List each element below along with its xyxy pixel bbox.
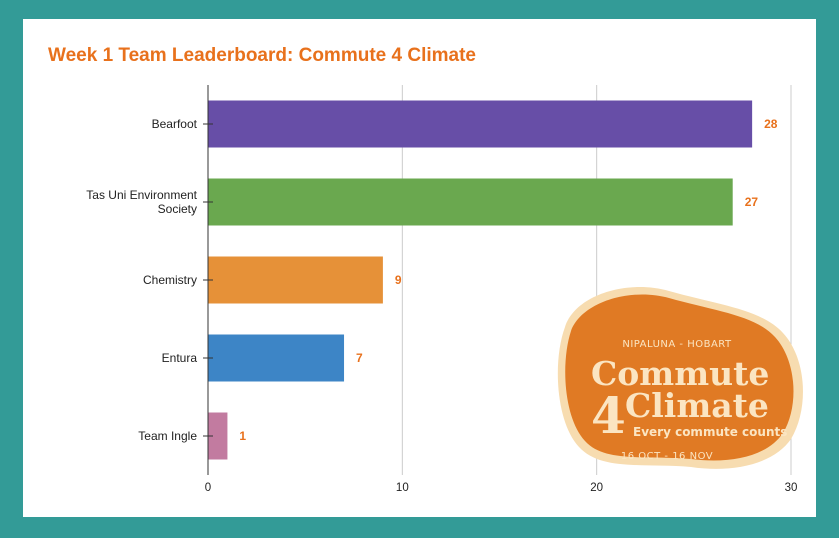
logo-numeral: 4	[591, 386, 626, 445]
x-tick-label: 0	[205, 482, 211, 494]
labels: 0 10 20 30 Bearfoot 28 Tas Uni Environment Soci…	[86, 117, 797, 494]
logo-blob	[565, 294, 794, 461]
data-label: 27	[745, 195, 759, 209]
commute-4-climate-logo: NIPALUNA - HOBART Commute 4 Climate Ever…	[557, 287, 803, 469]
category-label: Team Ingle	[138, 429, 197, 443]
logo-word-commute: Commute	[591, 354, 769, 393]
data-label: 7	[356, 351, 363, 365]
bar-chart: 0 10 20 30 Bearfoot 28 Tas Uni Environment Soci…	[86, 85, 803, 494]
x-tick-label: 30	[785, 482, 798, 494]
logo-word-climate: Climate	[625, 386, 769, 425]
chart-title: Week 1 Team Leaderboard: Commute 4 Clima…	[48, 45, 476, 66]
category-label: Entura	[162, 351, 198, 365]
bar-4	[208, 334, 345, 382]
data-label: 9	[395, 273, 402, 287]
logo-dates: 16 OCT - 16 NOV	[621, 451, 713, 462]
axes	[203, 85, 213, 475]
bar-2	[208, 178, 733, 226]
category-label: Tas Uni Environment Society	[86, 188, 197, 216]
x-tick-label: 20	[590, 482, 603, 494]
category-label: Bearfoot	[152, 117, 198, 131]
bars	[208, 100, 753, 460]
bar-1	[208, 100, 753, 148]
data-label: 28	[764, 117, 778, 131]
x-tick-label: 10	[396, 482, 409, 494]
bar-5	[208, 412, 228, 460]
logo-location: NIPALUNA - HOBART	[622, 339, 732, 350]
bar-3	[208, 256, 383, 304]
logo-tagline: Every commute counts	[633, 425, 787, 439]
category-label: Chemistry	[143, 273, 197, 287]
data-label: 1	[239, 429, 246, 443]
chart-card: Week 1 Team Leaderboard: Commute 4 Clima…	[23, 19, 816, 517]
